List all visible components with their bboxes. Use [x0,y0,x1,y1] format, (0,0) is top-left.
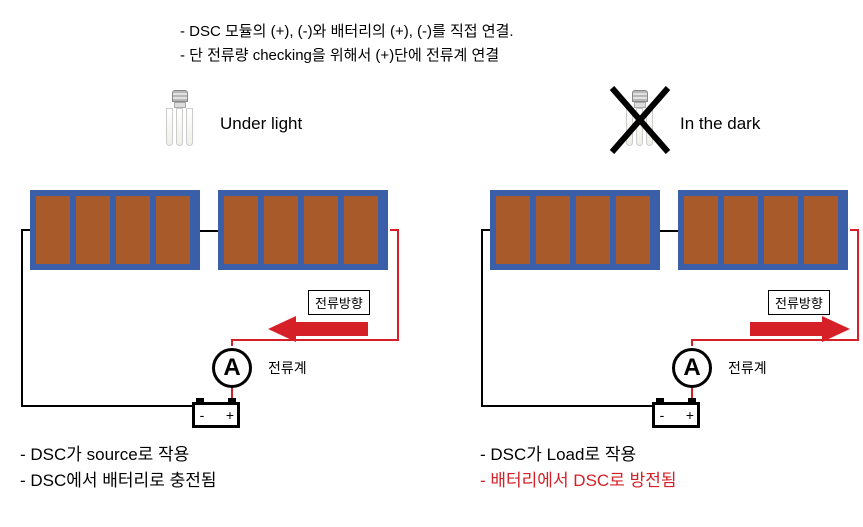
ammeter-symbol: A [683,354,700,381]
module-panel-2 [678,190,848,270]
ammeter-label: 전류계 [268,358,307,378]
battery-plus-label: + [226,407,234,423]
header-line-1: - DSC 모듈의 (+), (-)와 배터리의 (+), (-)를 직접 연결… [180,20,514,44]
battery-plus-label: + [686,407,694,423]
ammeter-icon: A [672,348,712,388]
battery-icon: - + [652,398,700,428]
bulb-label: Under light [220,114,302,134]
header-line-2: - 단 전류량 checking을 위해서 (+)단에 전류계 연결 [180,44,514,68]
bottom-text: - DSC가 source로 작용 - DSC에서 배터리로 충전됨 [20,442,216,493]
bulb-row: In the dark [480,90,863,180]
ammeter-label: 전류계 [728,358,767,378]
ammeter-symbol: A [223,354,240,381]
header-text: - DSC 모듈의 (+), (-)와 배터리의 (+), (-)를 직접 연결… [180,20,514,68]
current-direction-arrow-icon [268,316,368,342]
bottom-text: - DSC가 Load로 작용 - 배터리에서 DSC로 방전됨 [480,442,676,493]
bottom-line-2: - 배터리에서 DSC로 방전됨 [480,468,676,494]
battery-minus-label: - [660,407,665,423]
bottom-line-2: - DSC에서 배터리로 충전됨 [20,468,216,494]
ammeter-icon: A [212,348,252,388]
current-direction-arrow-icon [750,316,850,342]
dsc-modules [490,190,863,270]
current-direction-label: 전류방향 [308,290,370,315]
bottom-line-1: - DSC가 source로 작용 [20,442,216,468]
battery-minus-label: - [200,407,205,423]
module-connector-icon [200,230,218,232]
module-panel-1 [490,190,660,270]
bulb-label: In the dark [680,114,760,134]
module-connector-icon [660,230,678,232]
dsc-modules [30,190,410,270]
bulb-row: Under light [20,90,420,180]
current-direction-label: 전류방향 [768,290,830,315]
bulb-cross-icon [608,82,672,156]
module-panel-1 [30,190,200,270]
panel-under-light: Under light 전류방향 A 전류계 - + [20,90,420,180]
cfl-bulb-icon [160,90,200,148]
bottom-line-1: - DSC가 Load로 작용 [480,442,676,468]
battery-icon: - + [192,398,240,428]
panel-in-the-dark: In the dark 전류방향 A 전류계 - + - D [480,90,863,180]
module-panel-2 [218,190,388,270]
